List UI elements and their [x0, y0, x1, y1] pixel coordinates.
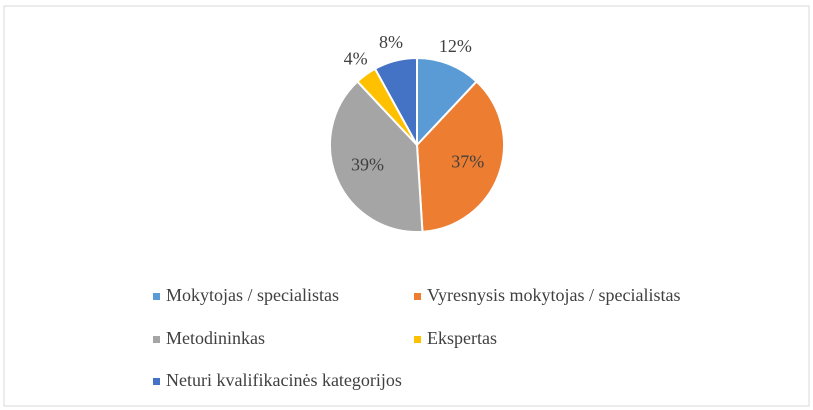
legend-label: Ekspertas [427, 328, 497, 348]
data-label: 12% [439, 36, 472, 56]
data-label: 4% [344, 49, 368, 69]
legend-label: Metodininkas [166, 328, 265, 348]
data-label: 39% [351, 155, 384, 175]
legend-swatch [153, 378, 160, 385]
data-label: 8% [379, 32, 403, 52]
pie-slice [416, 56, 478, 148]
pie-slice [373, 56, 418, 146]
pie-slice [415, 80, 505, 233]
data-label: 37% [451, 151, 484, 171]
pie-slice [329, 80, 424, 233]
legend-swatch [153, 336, 160, 343]
legend-label: Vyresnysis mokytojas / specialistas [427, 285, 680, 305]
legend-swatch [153, 293, 160, 300]
legend-swatch [414, 336, 421, 343]
legend-label: Mokytojas / specialistas [166, 285, 339, 305]
legend-label: Neturi kvalifikacinės kategorijos [166, 370, 402, 390]
legend-swatch [414, 293, 421, 300]
